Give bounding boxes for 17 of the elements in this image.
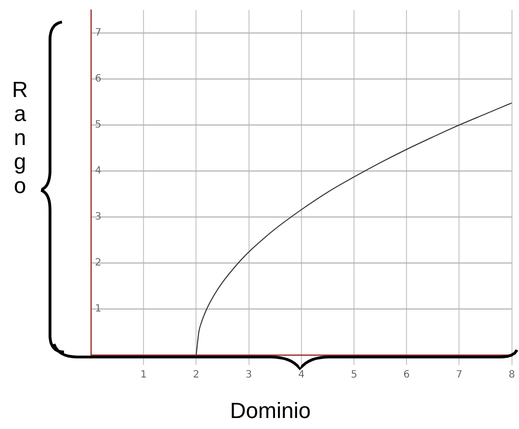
y-tick-label: 1	[95, 304, 102, 315]
x-tick-label: 2	[193, 370, 200, 381]
y-axis-title: Rango	[11, 77, 29, 198]
x-tick-label: 5	[350, 370, 358, 381]
x-tick-label: 3	[246, 370, 252, 381]
y-tick-label: 3	[95, 212, 102, 223]
y-tick-label: 4	[95, 166, 102, 177]
y-tick-label: 7	[95, 28, 102, 39]
y-tick-label: 5	[95, 120, 102, 131]
x-axis-title: Dominio	[230, 398, 311, 424]
y-tick-label: 2	[95, 258, 102, 269]
x-tick-label: 7	[456, 370, 462, 381]
y-tick-label: 6	[95, 74, 102, 85]
x-tick-label: 8	[508, 370, 516, 381]
x-tick-label: 1	[140, 370, 147, 381]
x-tick-label: 6	[403, 370, 410, 381]
x-tick-label: 4	[298, 370, 305, 381]
